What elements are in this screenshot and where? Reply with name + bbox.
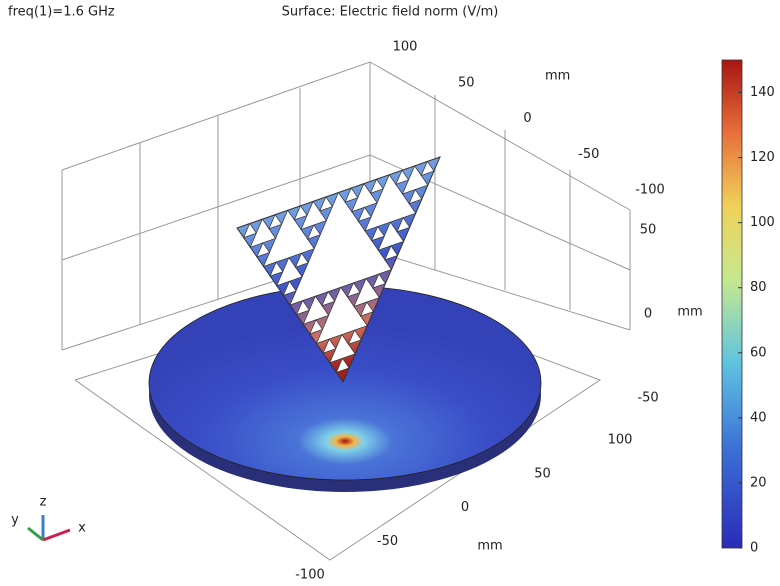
colorbar-tick-label: 140	[750, 85, 775, 100]
x-tick-label: 0	[461, 500, 469, 515]
x-tick-label: -50	[377, 534, 398, 549]
z-tick-label: 50	[640, 223, 657, 238]
x-tick-label: -100	[295, 568, 325, 583]
z-tick-label: 0	[644, 307, 652, 322]
colorbar-tick-label: 80	[750, 280, 767, 295]
colorbar-tick-label: 40	[750, 410, 767, 425]
freq-label: freq(1)=1.6 GHz	[8, 5, 115, 20]
triad-z: z	[40, 495, 47, 510]
y-tick-label: 50	[458, 75, 475, 90]
y-tick-label: -100	[635, 183, 665, 198]
y-tick-label: 100	[393, 40, 418, 55]
y-tick-label: -50	[578, 147, 599, 162]
z-axis-label: mm	[677, 305, 702, 320]
colorbar-tick-label: 100	[750, 215, 775, 230]
plot-title: Surface: Electric field norm (V/m)	[282, 5, 499, 20]
triad: z x y	[11, 495, 86, 541]
x-axis-label: mm	[477, 539, 502, 554]
y-axis-label: mm	[545, 69, 570, 84]
triad-y: y	[11, 513, 19, 528]
colorbar	[722, 60, 742, 548]
y-tick-label: 0	[523, 111, 531, 126]
triad-x: x	[78, 521, 86, 536]
z-tick-label: -50	[637, 391, 658, 406]
x-tick-label: 100	[608, 433, 633, 448]
plot: freq(1)=1.6 GHz Surface: Electric field …	[0, 0, 780, 586]
colorbar-tick-label: 120	[750, 150, 775, 165]
colorbar-tick-label: 0	[750, 541, 758, 556]
x-tick-label: 50	[534, 466, 551, 481]
colorbar-tick-label: 60	[750, 345, 767, 360]
colorbar-tick-label: 20	[750, 475, 767, 490]
